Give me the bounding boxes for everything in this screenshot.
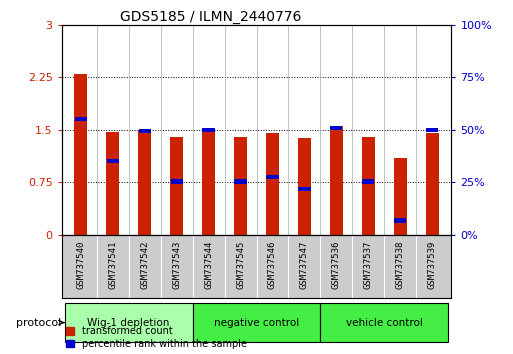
- Text: protocol: protocol: [16, 318, 64, 327]
- Bar: [426, 127, 438, 132]
- Text: Wig-1 depletion: Wig-1 depletion: [88, 318, 170, 327]
- Bar: [330, 126, 343, 235]
- Bar: [266, 175, 279, 179]
- Bar: [330, 126, 343, 130]
- Text: GSM737546: GSM737546: [268, 241, 277, 289]
- Bar: [75, 117, 87, 121]
- Text: GSM737538: GSM737538: [396, 241, 405, 289]
- Bar: [234, 179, 247, 183]
- Bar: [139, 130, 151, 235]
- Bar: [192, 303, 321, 342]
- Text: GDS5185 / ILMN_2440776: GDS5185 / ILMN_2440776: [120, 10, 302, 24]
- Text: GSM737542: GSM737542: [140, 241, 149, 289]
- Text: GSM737544: GSM737544: [204, 241, 213, 289]
- Bar: [106, 132, 119, 235]
- Text: GSM737543: GSM737543: [172, 241, 181, 289]
- Legend: transformed count, percentile rank within the sample: transformed count, percentile rank withi…: [66, 326, 247, 349]
- Text: GSM737537: GSM737537: [364, 241, 373, 289]
- Bar: [394, 218, 406, 223]
- Bar: [426, 133, 439, 235]
- Bar: [107, 159, 119, 163]
- Text: GSM737540: GSM737540: [76, 241, 85, 289]
- Text: GSM737547: GSM737547: [300, 241, 309, 289]
- Text: GSM737536: GSM737536: [332, 241, 341, 289]
- Bar: [298, 138, 311, 235]
- Text: negative control: negative control: [214, 318, 299, 327]
- Bar: [65, 303, 192, 342]
- Bar: [203, 127, 214, 132]
- Bar: [394, 158, 407, 235]
- Bar: [170, 137, 183, 235]
- Bar: [139, 129, 151, 133]
- Text: GSM737539: GSM737539: [428, 241, 437, 289]
- Text: vehicle control: vehicle control: [346, 318, 423, 327]
- Bar: [362, 137, 374, 235]
- Bar: [299, 187, 310, 191]
- Bar: [234, 137, 247, 235]
- Text: GSM737541: GSM737541: [108, 241, 117, 289]
- Bar: [362, 179, 374, 183]
- Bar: [266, 133, 279, 235]
- Bar: [170, 179, 183, 183]
- Bar: [74, 74, 87, 235]
- Text: GSM737545: GSM737545: [236, 241, 245, 289]
- Bar: [202, 130, 215, 235]
- Bar: [321, 303, 448, 342]
